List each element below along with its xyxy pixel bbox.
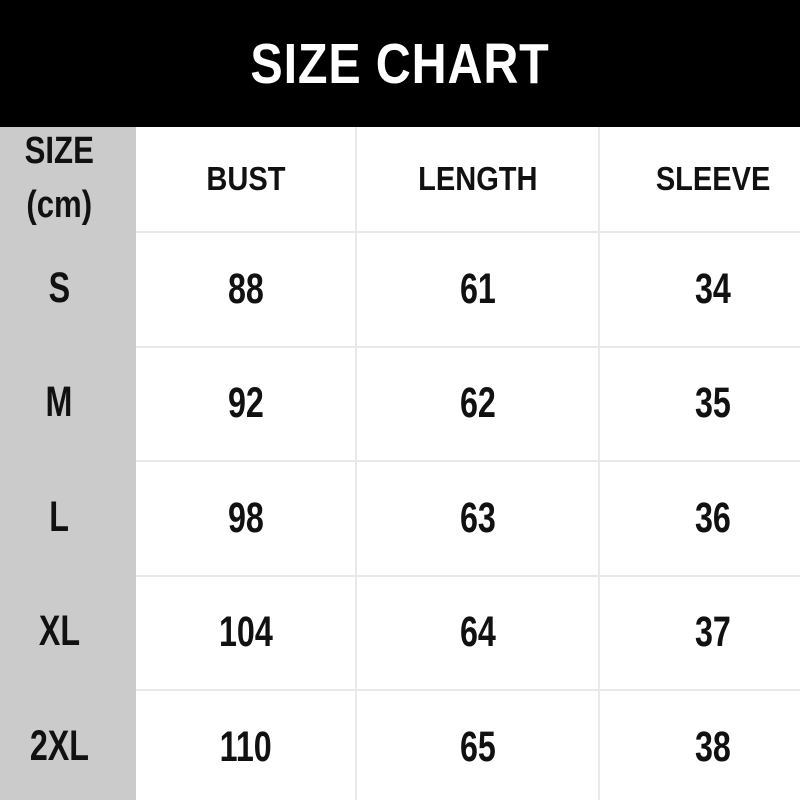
length-cell-m: 62 <box>355 345 598 460</box>
size-table: SIZE (cm) BUST LENGTH SLEEVE S 88 61 34 … <box>0 127 800 800</box>
length-value: 64 <box>459 608 496 657</box>
size-label: L <box>49 492 69 541</box>
length-cell-xl: 64 <box>355 574 598 689</box>
size-cell-xl: XL <box>0 574 136 689</box>
sleeve-cell-m: 35 <box>598 345 800 460</box>
col-header-sleeve-label: SLEEVE <box>655 160 771 197</box>
col-header-size-cm-label: SIZE (cm) <box>24 130 94 226</box>
bust-cell-xl: 104 <box>136 574 355 689</box>
bust-cell-s: 88 <box>136 231 355 346</box>
length-value: 63 <box>459 493 496 542</box>
sleeve-value: 37 <box>695 608 731 657</box>
length-value: 65 <box>459 722 496 771</box>
length-cell-2xl: 65 <box>355 689 598 800</box>
length-value: 61 <box>459 264 496 313</box>
sleeve-value: 34 <box>695 264 731 313</box>
sleeve-value: 36 <box>695 493 731 542</box>
size-cell-l: L <box>0 460 136 575</box>
size-label: M <box>45 378 73 427</box>
sleeve-value: 35 <box>695 379 731 428</box>
sleeve-cell-l: 36 <box>598 460 800 575</box>
length-cell-l: 63 <box>355 460 598 575</box>
size-cell-s: S <box>0 231 136 346</box>
col-header-length: LENGTH <box>355 127 598 231</box>
size-cell-2xl: 2XL <box>0 689 136 800</box>
col-header-length-label: LENGTH <box>417 160 538 197</box>
col-header-bust-label: BUST <box>205 160 286 197</box>
sleeve-cell-2xl: 38 <box>598 689 800 800</box>
length-value: 62 <box>459 379 496 428</box>
size-chart-banner: SIZE CHART <box>0 0 800 127</box>
length-cell-s: 61 <box>355 231 598 346</box>
col-header-bust: BUST <box>136 127 355 231</box>
bust-cell-2xl: 110 <box>136 689 355 800</box>
size-cell-m: M <box>0 345 136 460</box>
bust-value: 110 <box>219 722 272 771</box>
bust-cell-m: 92 <box>136 345 355 460</box>
bust-value: 98 <box>227 493 264 542</box>
page-title: SIZE CHART <box>250 31 550 96</box>
col-header-sleeve: SLEEVE <box>598 127 800 231</box>
bust-value: 88 <box>227 264 264 313</box>
col-header-size-cm: SIZE (cm) <box>0 127 136 231</box>
bust-value: 92 <box>227 379 264 428</box>
bust-cell-l: 98 <box>136 460 355 575</box>
size-label: 2XL <box>29 721 89 770</box>
sleeve-cell-s: 34 <box>598 231 800 346</box>
sleeve-value: 38 <box>695 722 731 771</box>
size-label: XL <box>38 607 80 656</box>
bust-value: 104 <box>218 608 273 657</box>
sleeve-cell-xl: 37 <box>598 574 800 689</box>
size-label: S <box>48 263 70 312</box>
